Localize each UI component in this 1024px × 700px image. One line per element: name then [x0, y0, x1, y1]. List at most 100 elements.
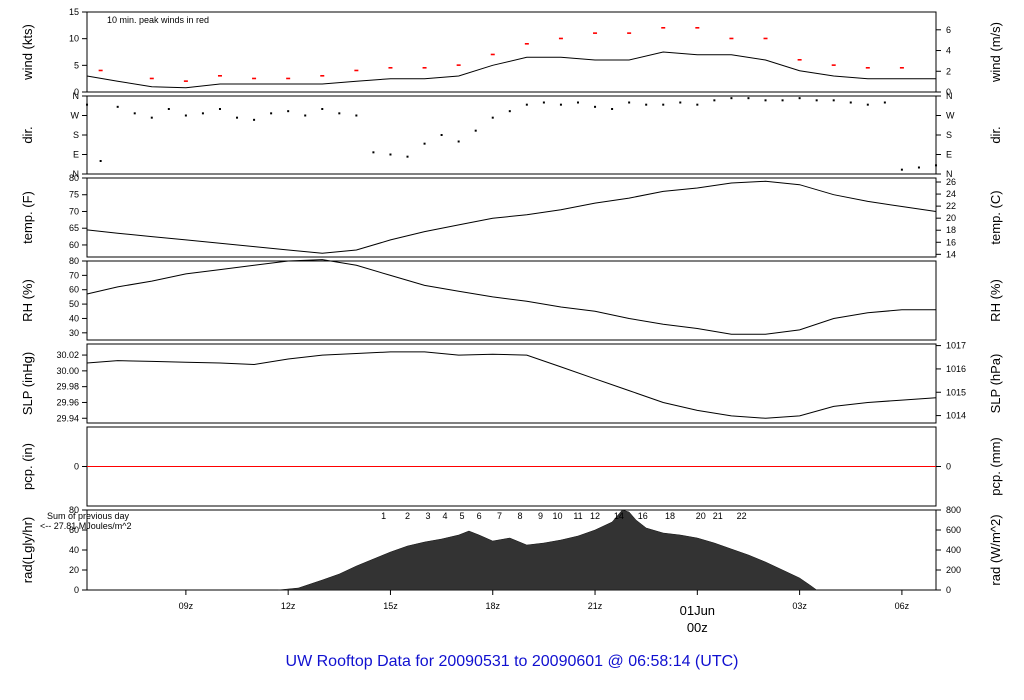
rh-ytick-label: 40 [69, 313, 79, 323]
wind-ylabel: wind (kts) [20, 24, 35, 81]
pcp-ytick-right-label: 0 [946, 462, 951, 472]
time-tick-label: 21z [588, 601, 603, 611]
dir-ytick-label: E [73, 150, 79, 160]
wind-peak-point [729, 37, 734, 40]
dir-point [611, 108, 614, 110]
panel-wind: wind (kts) wind (m/s) 0 5 10 15 0 2 4 6 10 min. pe… [20, 7, 1003, 97]
rad-hour-label: 1 [381, 511, 386, 521]
dir-point [338, 112, 341, 115]
slp-ytick-right-label: 1014 [946, 411, 966, 421]
dir-point [355, 114, 358, 117]
slp-ytick-right-label: 1017 [946, 341, 966, 351]
rad-hour-label: 6 [477, 511, 482, 521]
wind-ytick-right-label: 4 [946, 46, 951, 56]
dir-point [815, 99, 818, 102]
wind-peak-point [797, 59, 802, 61]
temp-ytick-right-label: 16 [946, 237, 956, 247]
temp-ytick-label: 60 [69, 240, 79, 250]
dir-point [184, 114, 187, 117]
rh-ytick-label: 60 [69, 285, 79, 295]
dir-point [201, 112, 204, 115]
wind-peak-point [149, 77, 154, 80]
rh-ytick-label: 70 [69, 270, 79, 280]
pcp-ylabel: pcp. (in) [20, 443, 35, 490]
rad-ytick-label: 40 [69, 545, 79, 555]
wind-peak-point [354, 69, 359, 72]
wind-ytick-label: 0 [74, 87, 79, 97]
rad-ytick-right-label: 800 [946, 505, 961, 515]
dir-point [576, 101, 579, 104]
dir-point [679, 101, 682, 104]
wind-peak-point [524, 43, 529, 45]
rad-hour-label: 9 [538, 511, 543, 521]
wind-peak-point [252, 77, 257, 80]
rad-annotation-line-2: <-- 27.81 MJoules/m^2 [40, 521, 132, 531]
dir-ylabel-right: dir. [988, 126, 1003, 143]
temp-ytick-right-label: 18 [946, 225, 956, 235]
rad-hour-label: 8 [518, 511, 523, 521]
dir-point [440, 134, 443, 136]
wind-ytick-right-label: 0 [946, 87, 951, 97]
dir-point [832, 99, 835, 102]
dir-point [150, 116, 153, 119]
wind-peak-point [388, 67, 393, 69]
day-sublabel: 00z [687, 620, 708, 635]
time-tick-label: 18z [485, 601, 500, 611]
rad-hour-label: 3 [425, 511, 430, 521]
panel-pcp: pcp. (in) pcp. (mm) 0 0 [20, 426, 1003, 507]
pcp-ytick-label: 0 [74, 462, 79, 472]
dir-point [900, 168, 903, 171]
rad-ytick-label: 60 [69, 525, 79, 535]
dir-point [594, 105, 597, 108]
dir-frame [86, 95, 937, 175]
temp-series-line [86, 180, 937, 254]
dir-ytick-right-label: N [946, 91, 953, 101]
time-tick-label: 12z [281, 601, 296, 611]
temp-ytick-label: 65 [69, 223, 79, 233]
dir-point [866, 103, 869, 106]
figure-title: UW Rooftop Data for 20090531 to 20090601… [286, 653, 739, 670]
dir-point [474, 129, 477, 132]
wind-ytick-label: 5 [74, 60, 79, 70]
time-tick-label: 03z [792, 601, 807, 611]
rad-ylabel: rad(Lgly/hr) [20, 517, 35, 583]
wind-peak-point [593, 32, 598, 34]
dir-ytick-label: N [73, 91, 80, 101]
dir-point [133, 112, 136, 115]
time-axis: 09z 12z 15z 18z 21z 03z 06z 01Jun 00z [179, 590, 910, 635]
rad-ytick-right-label: 200 [946, 565, 961, 575]
rad-hour-label: 14 [614, 511, 624, 521]
dir-ytick-label: W [71, 111, 80, 121]
wind-peak-point [422, 67, 427, 69]
wind-frame [86, 11, 937, 93]
wind-peak-point [183, 80, 188, 82]
dir-point [253, 118, 256, 121]
slp-ytick-label: 29.94 [56, 413, 79, 423]
slp-series-line [86, 351, 937, 419]
temp-ytick-right-label: 22 [946, 201, 956, 211]
wind-peak-point [456, 64, 461, 66]
temp-ylabel: temp. (F) [20, 191, 35, 244]
slp-ytick-label: 30.02 [56, 350, 79, 360]
rad-ytick-right-label: 400 [946, 545, 961, 555]
dir-point [798, 97, 801, 100]
dir-point [457, 140, 460, 143]
dir-ytick-right-label: W [946, 111, 955, 121]
dir-point [270, 112, 273, 115]
rad-hour-label: 10 [553, 511, 563, 521]
rh-ytick-label: 80 [69, 256, 79, 266]
dir-point [86, 103, 88, 106]
dir-point [849, 101, 852, 104]
slp-ytick-label: 29.98 [56, 382, 79, 392]
dir-point [781, 99, 784, 102]
dir-ytick-right-label: S [946, 130, 952, 140]
rad-hour-label: 21 [713, 511, 723, 521]
dir-point [508, 110, 511, 113]
temp-ytick-label: 75 [69, 190, 79, 200]
temp-ytick-right-label: 24 [946, 189, 956, 199]
temp-ytick-label: 80 [69, 173, 79, 183]
dir-ytick-label: S [73, 130, 79, 140]
wind-ytick-right-label: 6 [946, 25, 951, 35]
